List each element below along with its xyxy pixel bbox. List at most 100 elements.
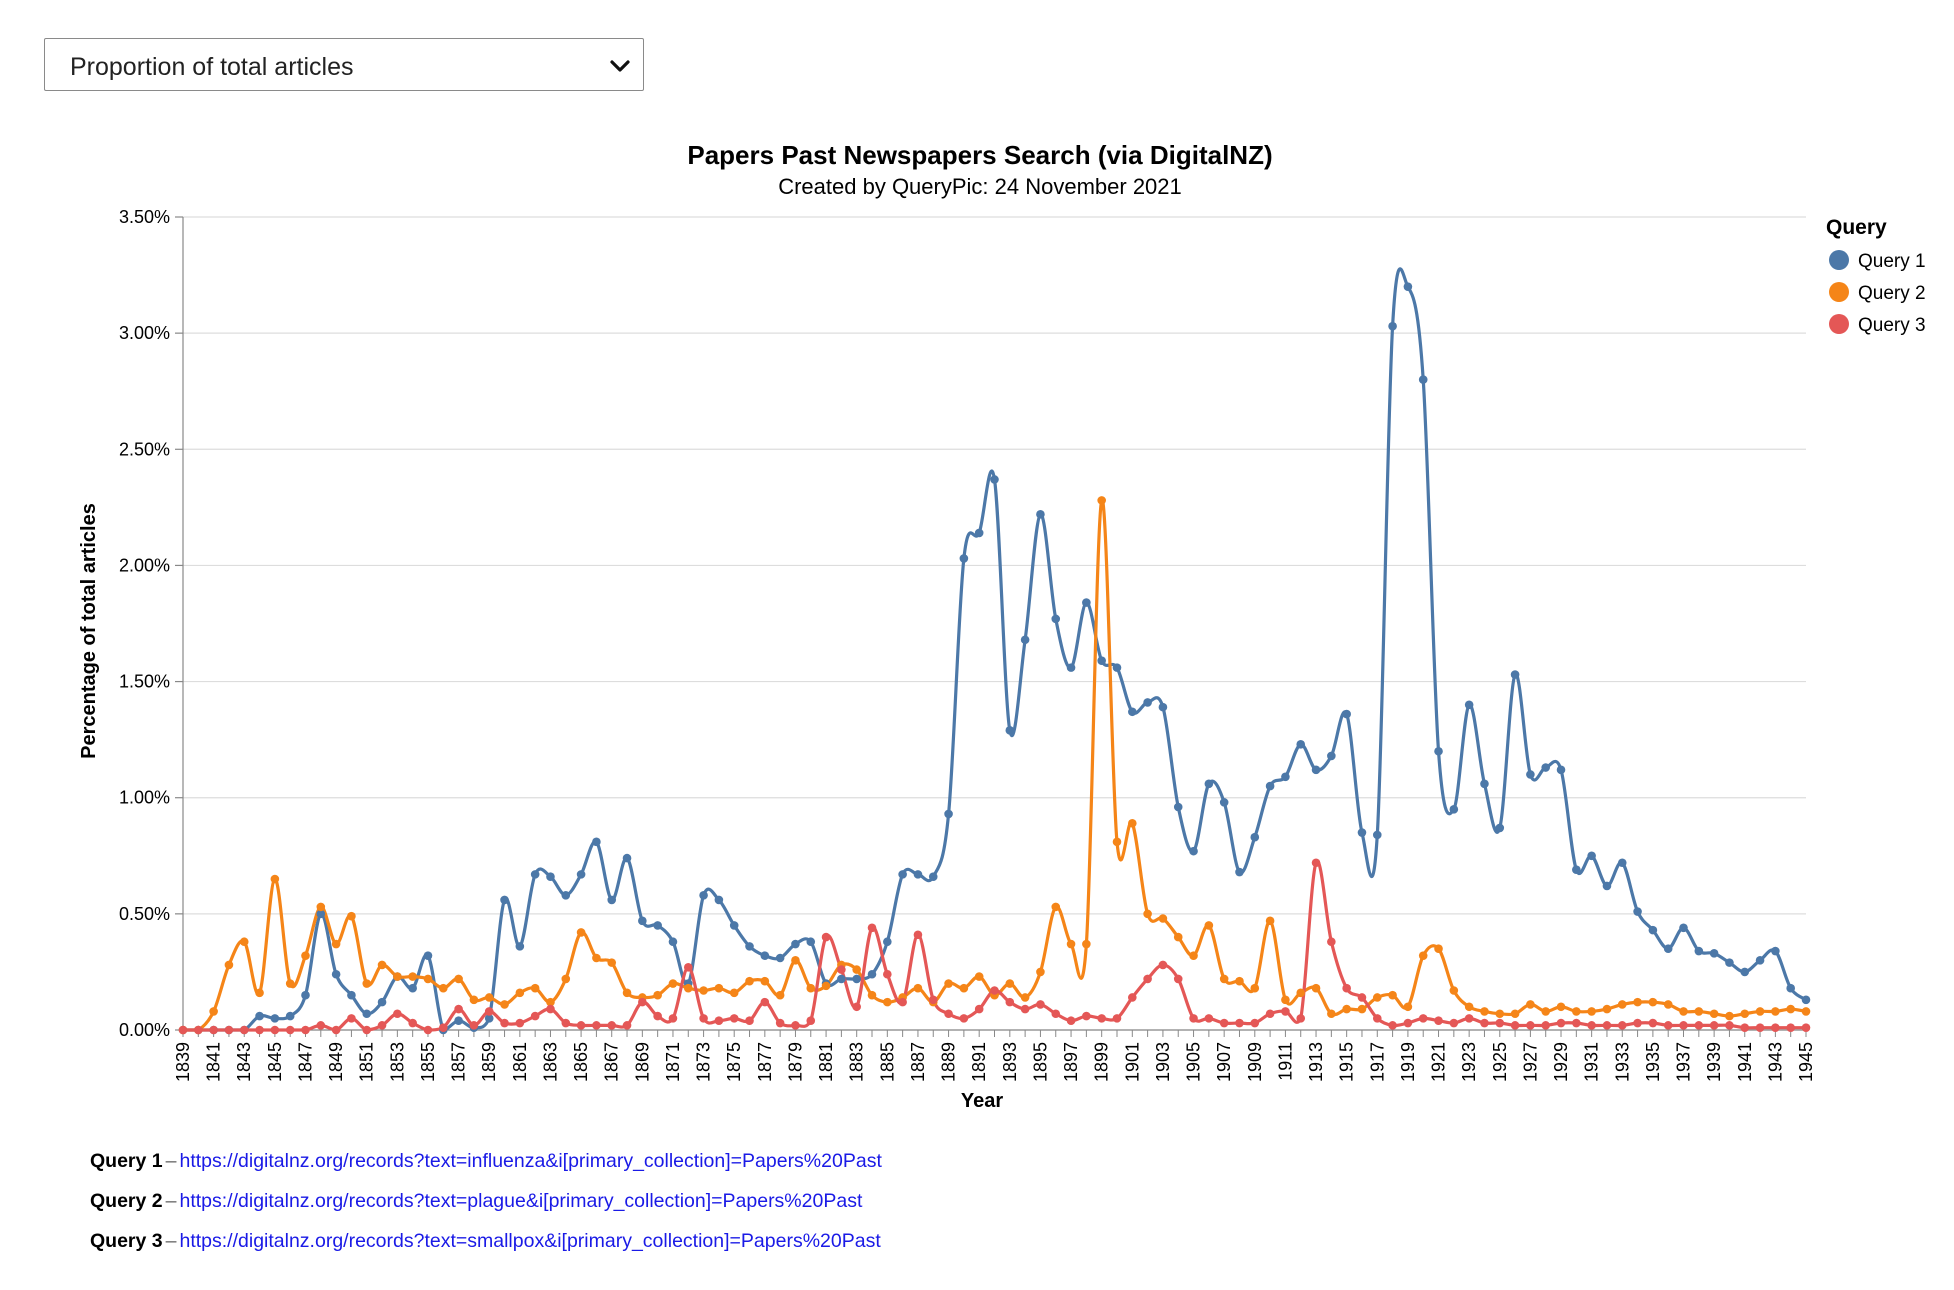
data-point-query-3[interactable] (285, 1025, 295, 1035)
data-point-query-1[interactable] (959, 554, 969, 563)
data-point-query-3[interactable] (607, 1021, 617, 1030)
data-point-query-3[interactable] (1189, 1014, 1198, 1023)
data-point-query-3[interactable] (959, 1014, 969, 1023)
data-point-query-3[interactable] (1464, 1014, 1474, 1023)
data-point-query-3[interactable] (806, 1016, 816, 1026)
data-point-query-2[interactable] (683, 983, 693, 993)
data-point-query-1[interactable] (1296, 739, 1306, 749)
data-point-query-2[interactable] (592, 953, 601, 963)
data-point-query-3[interactable] (1403, 1018, 1413, 1028)
data-point-query-2[interactable] (1250, 983, 1260, 993)
data-point-query-3[interactable] (1572, 1018, 1581, 1028)
data-point-query-1[interactable] (974, 528, 984, 538)
data-point-query-3[interactable] (1204, 1014, 1214, 1023)
data-point-query-2[interactable] (408, 972, 417, 981)
data-point-query-1[interactable] (1403, 282, 1413, 291)
data-point-query-3[interactable] (1434, 1016, 1443, 1026)
data-point-query-2[interactable] (791, 956, 800, 965)
data-point-query-3[interactable] (178, 1025, 188, 1035)
data-point-query-1[interactable] (1771, 946, 1780, 956)
data-point-query-1[interactable] (1786, 983, 1795, 993)
data-point-query-2[interactable] (1449, 986, 1459, 995)
data-point-query-2[interactable] (1342, 1004, 1351, 1014)
data-point-query-1[interactable] (316, 909, 326, 919)
data-point-query-3[interactable] (653, 1011, 662, 1021)
data-point-query-1[interactable] (607, 895, 617, 905)
data-point-query-1[interactable] (1066, 663, 1076, 672)
data-point-query-1[interactable] (1587, 851, 1596, 861)
data-point-query-2[interactable] (1372, 993, 1382, 1002)
data-point-query-2[interactable] (1097, 496, 1106, 505)
data-point-query-3[interactable] (377, 1021, 387, 1030)
data-point-query-2[interactable] (806, 983, 816, 993)
data-point-query-1[interactable] (1020, 635, 1030, 645)
data-point-query-2[interactable] (255, 988, 264, 998)
data-point-query-3[interactable] (1327, 937, 1336, 947)
data-point-query-1[interactable] (1219, 798, 1229, 807)
data-point-query-3[interactable] (347, 1014, 356, 1023)
data-point-query-1[interactable] (1158, 702, 1168, 712)
data-point-query-3[interactable] (913, 930, 923, 940)
data-point-query-3[interactable] (1633, 1018, 1642, 1028)
data-point-query-3[interactable] (990, 986, 999, 995)
data-point-query-2[interactable] (270, 874, 280, 884)
data-point-query-1[interactable] (1372, 830, 1382, 840)
data-point-query-2[interactable] (438, 983, 448, 993)
data-point-query-3[interactable] (270, 1025, 280, 1035)
data-point-query-2[interactable] (377, 960, 387, 970)
data-point-query-2[interactable] (775, 990, 785, 1000)
data-point-query-1[interactable] (1250, 832, 1260, 842)
data-point-query-2[interactable] (285, 979, 295, 988)
data-point-query-2[interactable] (653, 990, 662, 1000)
data-point-query-2[interactable] (1066, 939, 1076, 949)
data-point-query-1[interactable] (622, 853, 632, 863)
data-point-query-1[interactable] (1005, 726, 1015, 735)
legend-item-query-3[interactable]: Query 3 (1829, 314, 1926, 336)
data-point-query-3[interactable] (1281, 1007, 1290, 1016)
data-point-query-2[interactable] (1036, 967, 1045, 977)
data-point-query-1[interactable] (1388, 321, 1397, 331)
data-point-query-2[interactable] (1327, 1009, 1336, 1019)
data-point-query-1[interactable] (255, 1011, 264, 1021)
data-point-query-3[interactable] (438, 1023, 448, 1032)
data-point-query-2[interactable] (484, 993, 494, 1002)
data-point-query-3[interactable] (255, 1025, 264, 1035)
data-point-query-1[interactable] (760, 951, 770, 960)
data-point-query-1[interactable] (377, 997, 387, 1007)
data-point-query-1[interactable] (1755, 956, 1765, 965)
data-point-query-2[interactable] (1005, 979, 1015, 988)
data-point-query-2[interactable] (1020, 993, 1030, 1002)
data-point-query-1[interactable] (944, 809, 953, 819)
data-point-query-1[interactable] (1327, 751, 1336, 761)
data-point-query-1[interactable] (1143, 698, 1152, 707)
data-point-query-2[interactable] (1572, 1007, 1581, 1016)
data-point-query-3[interactable] (1372, 1014, 1382, 1023)
data-point-query-3[interactable] (1357, 993, 1367, 1002)
data-point-query-3[interactable] (1311, 858, 1321, 868)
data-point-query-3[interactable] (928, 995, 938, 1005)
data-point-query-2[interactable] (1556, 1002, 1566, 1012)
data-point-query-3[interactable] (1219, 1018, 1229, 1028)
query-link-1[interactable]: https://digitalnz.org/records?text=influ… (179, 1150, 882, 1172)
data-point-query-3[interactable] (1036, 1000, 1045, 1009)
data-point-query-3[interactable] (867, 923, 877, 933)
data-point-query-3[interactable] (209, 1025, 218, 1035)
data-point-query-1[interactable] (1556, 765, 1566, 775)
data-point-query-3[interactable] (1342, 983, 1351, 993)
data-point-query-1[interactable] (592, 837, 601, 847)
data-point-query-3[interactable] (1725, 1021, 1734, 1030)
data-point-query-1[interactable] (1189, 846, 1198, 856)
data-point-query-2[interactable] (1495, 1009, 1505, 1019)
data-point-query-1[interactable] (1173, 802, 1183, 812)
data-point-query-3[interactable] (1556, 1018, 1566, 1028)
data-point-query-3[interactable] (1235, 1018, 1244, 1028)
data-point-query-1[interactable] (362, 1009, 372, 1019)
data-point-query-3[interactable] (1418, 1014, 1428, 1023)
data-point-query-3[interactable] (837, 965, 846, 974)
query-link-3[interactable]: https://digitalnz.org/records?text=small… (179, 1230, 881, 1252)
data-point-query-2[interactable] (867, 990, 877, 1000)
data-point-query-2[interactable] (944, 979, 953, 988)
data-point-query-2[interactable] (347, 911, 356, 921)
data-point-query-1[interactable] (285, 1011, 295, 1021)
data-point-query-2[interactable] (1112, 837, 1122, 847)
